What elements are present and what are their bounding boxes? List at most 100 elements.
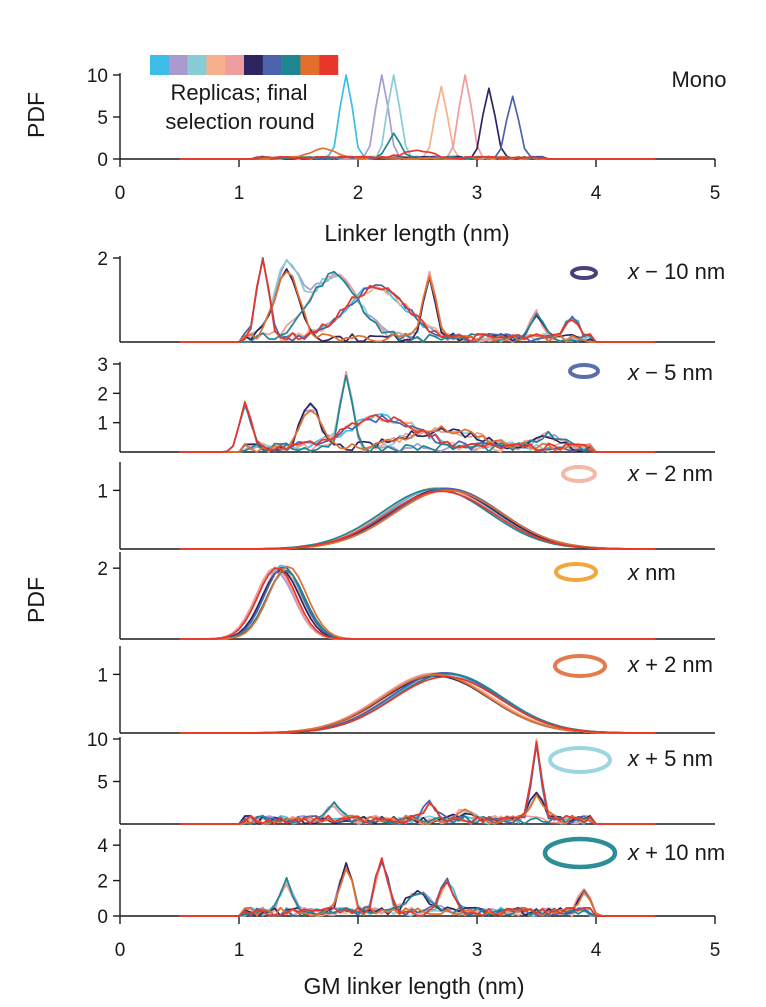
panel-p10: 0 2 4 0 1 2 3 4 5 x + 10 nm [97, 829, 725, 961]
y-tick-label: 3 [97, 355, 108, 376]
series-replica-1 [179, 742, 656, 825]
panel-x: 2 x nm [97, 552, 715, 640]
x-tick-label: 4 [591, 940, 602, 961]
y-tick-label: 2 [97, 559, 108, 580]
panel-label-var: x [627, 652, 640, 677]
panel-label-var: x [627, 461, 640, 486]
series-replica-9 [179, 867, 656, 917]
series-replica-2 [179, 373, 656, 453]
series-replica-10 [179, 490, 656, 550]
y-tick-label: 0 [97, 150, 108, 171]
panel-label-mono: Mono [671, 67, 726, 92]
y-tick-label: 10 [87, 730, 108, 751]
legend-swatch [225, 55, 245, 75]
series-replica-9 [179, 409, 656, 453]
panel-label: x − 10 nm [627, 259, 725, 284]
panel-label: x nm [627, 560, 676, 585]
xlabel-top: Linker length (nm) [324, 220, 509, 246]
legend-line1: Replicas; final [171, 80, 308, 105]
series-replica-8 [179, 374, 656, 453]
panel-label-offset: + 10 nm [639, 840, 725, 865]
x-tick-label: 2 [353, 940, 364, 961]
panel-label-var: x [627, 840, 640, 865]
series-replica-10 [179, 401, 656, 453]
panel-label: x − 2 nm [627, 461, 713, 486]
x-tick-label: 2 [353, 183, 364, 204]
xlabel-bottom: GM linker length (nm) [303, 973, 524, 999]
panel-m2: 1 x − 2 nm [97, 461, 715, 550]
replica-color-legend [150, 55, 339, 75]
series-replica-10 [179, 258, 656, 343]
panel-mono: 0 5 10 0 1 2 3 4 5 [87, 66, 720, 204]
y-tick-label: 10 [87, 66, 108, 87]
series-replica-10 [179, 149, 656, 160]
ring-marker [554, 562, 598, 582]
panel-label-var: x [627, 746, 640, 771]
y-tick-label: 1 [97, 414, 108, 435]
x-tick-label: 0 [115, 183, 126, 204]
x-tick-label: 1 [234, 183, 245, 204]
ring-marker [570, 266, 598, 280]
series-replica-9 [179, 489, 656, 550]
series-replica-3 [179, 371, 656, 453]
legend-swatch [262, 55, 282, 75]
y-tick-label: 2 [97, 872, 108, 893]
series-replica-8 [179, 132, 656, 160]
x-tick-label: 1 [234, 940, 245, 961]
ring-marker [548, 746, 612, 774]
legend-swatch [168, 55, 188, 75]
ring-marker [561, 465, 597, 483]
panel-m5: 1 2 3 x − 5 nm [97, 355, 715, 453]
legend-swatch [300, 55, 320, 75]
ylabel-top: PDF [23, 92, 49, 138]
panel-label-var: x [627, 560, 640, 585]
series-replica-10 [179, 740, 656, 825]
legend-swatch [206, 55, 226, 75]
legend-swatch [319, 55, 339, 75]
x-tick-label: 3 [472, 940, 483, 961]
ring-marker [542, 836, 618, 870]
series-replica-10 [179, 675, 656, 734]
y-tick-label: 1 [97, 665, 108, 686]
panel-p2: 1 x + 2 nm [97, 646, 715, 734]
series-replica-5 [179, 370, 656, 453]
legend-swatch [150, 55, 169, 75]
series-replica-8 [179, 876, 656, 917]
panel-label-offset: + 2 nm [639, 652, 713, 677]
panel-label-offset: − 5 nm [639, 360, 713, 385]
panel-label: x + 2 nm [627, 652, 713, 677]
legend-swatch [281, 55, 301, 75]
ring-marker [568, 363, 600, 379]
panel-p5: 5 10 x + 5 nm [87, 730, 715, 825]
panel-label: x + 5 nm [627, 746, 713, 771]
y-tick-label: 2 [97, 249, 108, 270]
y-tick-label: 2 [97, 384, 108, 405]
series-replica-10 [179, 567, 656, 640]
x-tick-label: 4 [591, 183, 602, 204]
panel-label-offset: − 2 nm [639, 461, 713, 486]
series-replica-6 [179, 268, 656, 343]
x-tick-label: 5 [710, 183, 721, 204]
legend-swatch [187, 55, 207, 75]
series-replica-10 [179, 857, 656, 917]
x-tick-label: 0 [115, 940, 126, 961]
x-tick-label: 5 [710, 940, 721, 961]
series-replica-7 [179, 487, 656, 550]
panel-label-offset: + 5 nm [639, 746, 713, 771]
y-tick-label: 5 [97, 773, 108, 794]
y-tick-label: 5 [97, 108, 108, 129]
series-replica-7 [179, 743, 656, 825]
panel-label-offset: nm [639, 560, 676, 585]
ring-marker [553, 654, 607, 678]
series-replica-4 [179, 738, 656, 825]
panel-label: x − 5 nm [627, 360, 713, 385]
series-replica-9 [179, 565, 656, 640]
panel-label: x + 10 nm [627, 840, 725, 865]
ylabel-bottom: PDF [23, 577, 49, 623]
legend-line2: selection round [165, 109, 314, 134]
panel-label-var: x [627, 360, 640, 385]
y-tick-label: 0 [97, 907, 108, 928]
series-replica-9 [179, 270, 656, 343]
y-tick-label: 4 [97, 836, 108, 857]
